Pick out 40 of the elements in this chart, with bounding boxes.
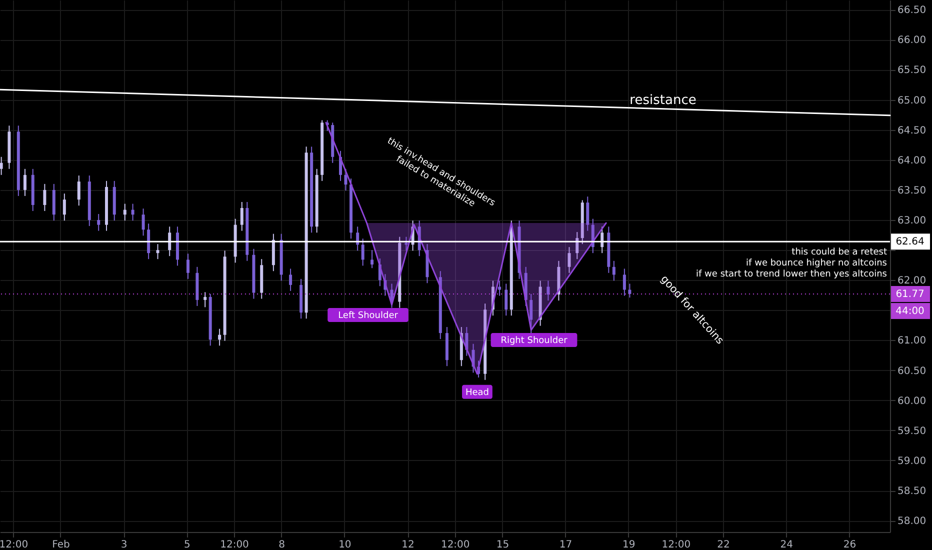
x-tick-label: 24: [780, 540, 794, 550]
x-tick-label: 10: [338, 540, 352, 550]
x-tick-label: 15: [496, 540, 510, 550]
y-tick-label: 63.00: [898, 216, 926, 227]
x-tick-label: 8: [278, 540, 286, 550]
y-tick-label: 64.00: [898, 155, 926, 166]
annotation: resistance: [630, 93, 696, 108]
x-tick-label: 26: [843, 540, 856, 550]
x-tick-label: 12:00: [440, 540, 470, 550]
annotation: this could be a retest if we bounce higher no altcoins if we start to trend lower then yes altcoins: [696, 248, 888, 280]
y-tick-label: 62.00: [898, 276, 926, 287]
annotation: Head: [465, 388, 489, 398]
y-tick-label: 66.50: [898, 5, 926, 16]
x-tick-label: 12:00: [0, 540, 28, 550]
y-tick-label: 58.50: [898, 486, 926, 498]
y-tick-label: 63.50: [898, 185, 926, 196]
x-tick-label: Feb: [52, 540, 70, 550]
y-tick-label: 65.00: [898, 95, 926, 106]
y-tick-label: 65.50: [898, 65, 926, 76]
y-tick-label: 60.00: [898, 396, 926, 407]
annotation: Left Shoulder: [338, 311, 398, 321]
x-tick-label: 22: [717, 540, 730, 550]
y-tick-label: 61.00: [898, 336, 926, 347]
x-tick-label: 19: [622, 540, 636, 550]
y-tick-label: 59.50: [898, 426, 926, 437]
x-tick-label: 5: [184, 540, 190, 550]
ref-line-label: 62.64: [896, 236, 924, 248]
text: 44:00: [896, 306, 924, 317]
y-tick-label: 64.50: [898, 125, 926, 136]
x-tick-label: 12: [402, 540, 414, 550]
x-tick-label: 17: [559, 540, 572, 550]
y-tick-label: 60.50: [898, 366, 926, 377]
ref-line-label: 61.77: [896, 288, 924, 300]
x-tick-label: 12:00: [220, 540, 249, 550]
annotation: Right Shoulder: [500, 336, 568, 346]
y-tick-label: 66.00: [898, 35, 926, 46]
y-tick-label: 58.00: [898, 516, 926, 528]
x-tick-label: 3: [120, 540, 128, 550]
x-tick-label: 12:00: [662, 540, 691, 550]
y-tick-label: 59.00: [898, 456, 926, 467]
